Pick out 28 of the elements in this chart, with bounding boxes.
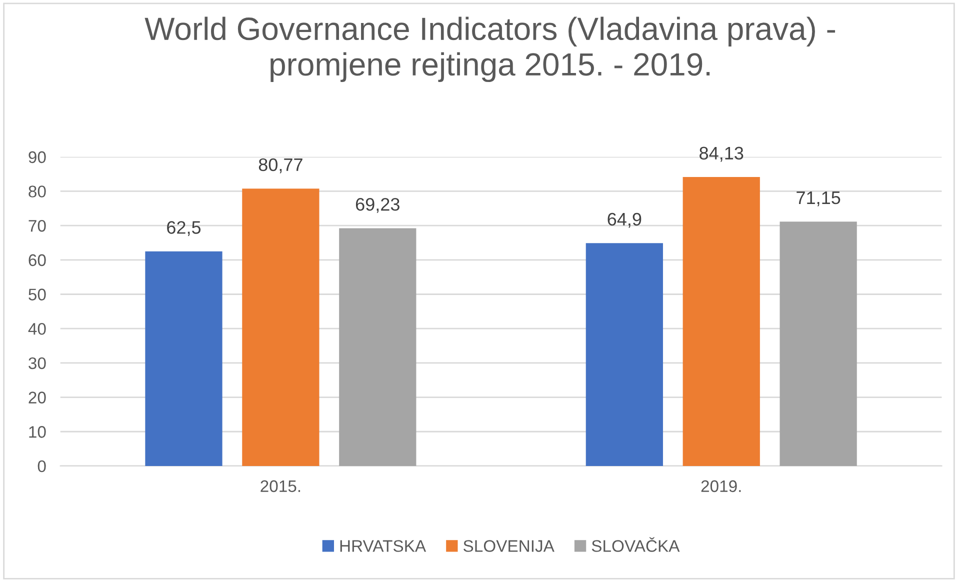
data-label: 62,5 [167,221,201,236]
y-tick-label: 10 [29,426,46,438]
bar [586,243,663,466]
data-label: 71,15 [796,192,840,206]
bar [242,188,320,466]
data-label: 64,9 [608,212,642,228]
chart-title: World Governance Indicators (Vladavina prava) - promjene rejtinga 2015. - 2019. [144,16,836,82]
legend-label: SLOVAČKA [592,537,680,552]
bar [682,177,760,466]
y-tick-label: 0 [38,460,46,472]
y-tick-label: 70 [28,220,46,232]
data-label: 69,23 [356,198,400,213]
data-label: 84,13 [700,146,744,162]
bar [780,222,857,466]
bar [145,251,222,466]
legend-label: HRVATSKA [340,540,426,552]
y-tick-label: 80 [28,186,46,198]
y-tick-label: 40 [28,322,46,335]
y-tick-label: 50 [28,288,46,300]
x-tick-label: 2015. [260,480,300,492]
x-tick-label: 2019. [701,480,741,492]
y-tick-label: 60 [28,254,46,266]
bar [339,228,416,466]
data-label: 80,77 [258,158,302,174]
legend-label: SLOVENIJA [464,540,554,552]
y-tick-label: 30 [28,357,46,370]
y-tick-label: 20 [28,392,46,404]
y-tick-label: 90 [28,151,46,164]
